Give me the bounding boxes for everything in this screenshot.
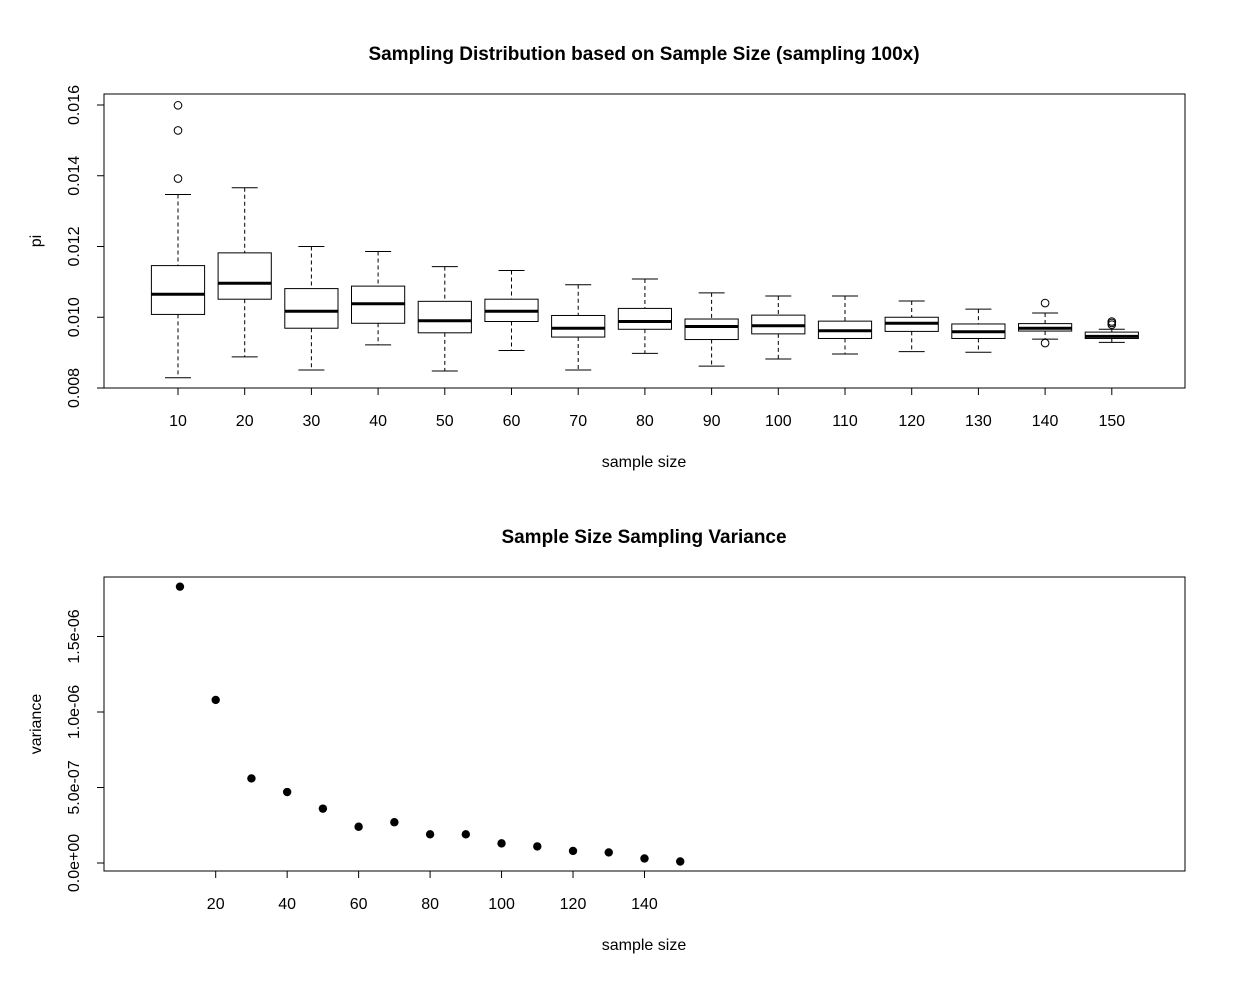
scatter-x-tick-label: 100: [488, 896, 515, 913]
boxplot-x-tick-label: 130: [965, 413, 992, 430]
boxplot-y-tick-label: 0.010: [66, 297, 83, 337]
box-120: [884, 300, 939, 353]
boxplot-x-tick-label: 10: [169, 413, 187, 430]
box-50: [417, 266, 472, 372]
box-80: [617, 278, 672, 354]
scatter-point: [604, 848, 613, 857]
box-70: [551, 284, 606, 371]
scatter-y-tick-label: 1.5e-06: [66, 609, 83, 663]
scatter-x-tick-label: 20: [207, 896, 225, 913]
scatter-y-tick-label: 0.0e+00: [66, 834, 83, 892]
boxplot-y-tick-label: 0.014: [66, 156, 83, 196]
box-iqr: [150, 265, 206, 315]
boxplot-x-tick-label: 20: [236, 413, 254, 430]
scatter-point: [425, 830, 435, 839]
boxplot-y-axis-label: pi: [28, 235, 45, 247]
box-iqr: [417, 300, 472, 334]
box-outlier: [173, 126, 183, 135]
box-100: [751, 295, 806, 360]
boxplot-x-tick-label: 140: [1032, 413, 1059, 430]
boxplot-x-tick-label: 150: [1098, 413, 1125, 430]
scatter-x-axis-label: sample size: [602, 937, 687, 954]
box-40: [351, 250, 406, 346]
scatter-panel: 0.0e+00 5.0e-07 1.0e-06 1.5e-06 20 40 60 80 100 1…: [66, 576, 1186, 913]
box-140: [1018, 298, 1073, 348]
box-outlier: [1040, 338, 1050, 348]
scatter-point: [318, 804, 328, 813]
boxplot-x-tick-label: 100: [765, 413, 792, 430]
scatter-point: [640, 854, 649, 863]
box-outlier: [1040, 298, 1050, 308]
scatter-point: [175, 582, 185, 591]
box-30: [284, 246, 339, 371]
box-outlier: [173, 101, 183, 110]
box-150: [1084, 317, 1139, 343]
boxplot-panel: 0.008 0.010 0.012 0.014 0.016 10 20 30 40 50 60 70 8…: [66, 85, 1186, 430]
scatter-point: [211, 695, 220, 705]
boxplot-x-tick-label: 110: [832, 413, 858, 430]
box-20: [217, 187, 272, 358]
boxplot-x-tick-label: 60: [503, 413, 521, 430]
boxplot-x-axis-label: sample size: [602, 454, 687, 471]
scatter-point: [533, 842, 542, 851]
boxplot-x-tick-label: 120: [898, 413, 925, 430]
scatter-x-tick-label: 40: [278, 896, 296, 913]
boxplot-x-tick-label: 50: [436, 413, 454, 430]
box-130: [951, 308, 1006, 353]
scatter-y-tick-label: 1.0e-06: [66, 685, 83, 739]
box-iqr: [217, 252, 272, 300]
scatter-point: [497, 839, 506, 848]
boxplot-x-tick-label: 90: [703, 413, 721, 430]
box-iqr: [284, 288, 339, 329]
scatter-point: [247, 774, 256, 783]
scatter-x-tick-label: 80: [421, 896, 439, 913]
scatter-x-tick-label: 120: [560, 896, 587, 913]
box-110: [817, 295, 873, 355]
scatter-point: [461, 830, 471, 839]
boxplot-y-tick-label: 0.008: [66, 368, 83, 408]
boxplot-x-tick-label: 70: [569, 413, 587, 430]
boxplot-x-tick-label: 30: [303, 413, 321, 430]
box-iqr: [684, 318, 739, 341]
scatter-point: [676, 857, 685, 866]
boxplot-y-tick-label: 0.012: [66, 226, 83, 266]
scatter-x-tick-label: 60: [350, 896, 368, 913]
scatter-point: [354, 822, 363, 831]
boxplot-title: Sampling Distribution based on Sample Si…: [368, 44, 919, 65]
scatter-y-tick-label: 5.0e-07: [66, 760, 83, 814]
scatter-point: [282, 787, 292, 797]
scatter-point: [390, 818, 399, 827]
scatter-y-axis-label: variance: [28, 694, 45, 755]
scatter-title: Sample Size Sampling Variance: [501, 527, 786, 548]
scatter-x-tick-label: 140: [631, 896, 658, 913]
box-10: [150, 101, 206, 379]
boxplot-x-tick-label: 40: [369, 413, 387, 430]
scatter-point: [568, 846, 578, 856]
box-outlier: [1107, 320, 1117, 329]
box-outlier: [173, 174, 183, 183]
boxplot-y-tick-label: 0.016: [66, 85, 83, 125]
boxplot-x-tick-label: 80: [636, 413, 654, 430]
scatter-plot-frame: [103, 576, 1186, 872]
box-iqr: [617, 307, 672, 330]
box-iqr: [551, 314, 606, 338]
box-90: [684, 292, 739, 367]
box-60: [484, 270, 539, 352]
